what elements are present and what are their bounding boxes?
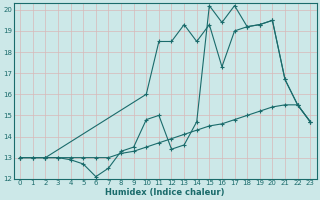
X-axis label: Humidex (Indice chaleur): Humidex (Indice chaleur) [106,188,225,197]
